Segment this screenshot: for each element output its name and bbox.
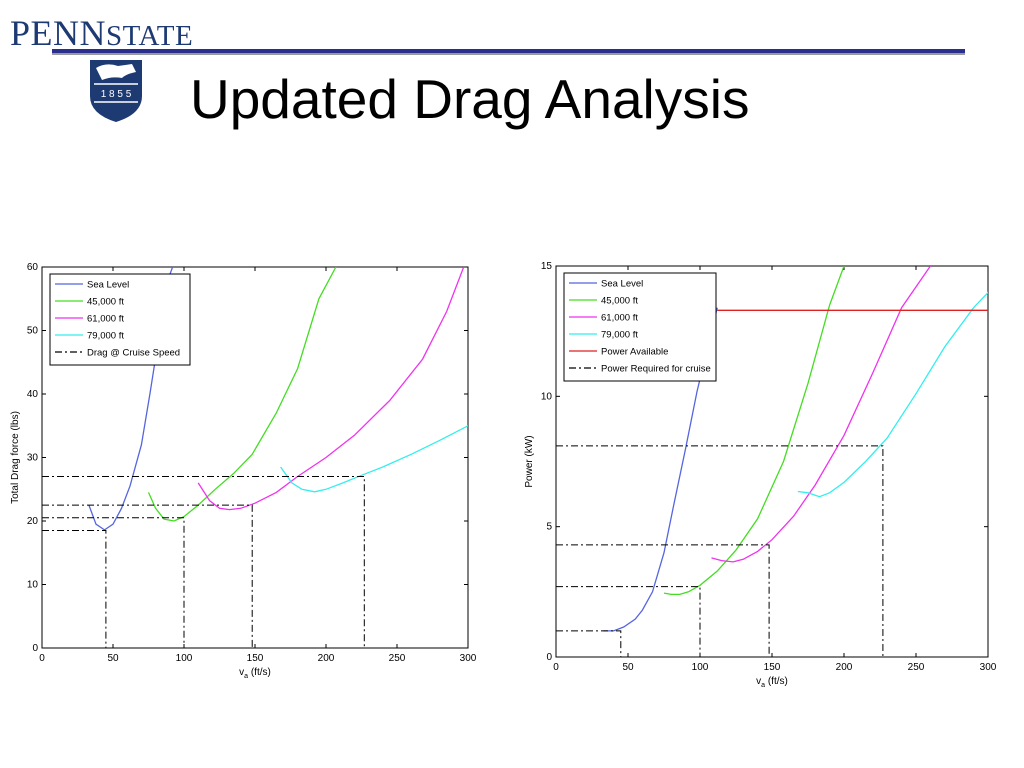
x-tick-label: 300	[980, 662, 997, 673]
x-tick-label: 150	[247, 653, 264, 664]
pennstate-wordmark: PENNSTATE	[10, 13, 194, 53]
legend-label: Power Available	[601, 347, 668, 358]
legend-box	[563, 272, 717, 382]
x-tick-label: 200	[836, 662, 853, 673]
y-tick-label: 0	[546, 652, 552, 663]
y-tick-label: 10	[541, 391, 553, 402]
series-79-000-ft	[797, 291, 988, 498]
x-tick-label: 150	[764, 662, 781, 673]
series-group	[556, 266, 988, 657]
legend-label: Drag @ Cruise Speed	[87, 348, 180, 359]
x-tick-label: 0	[39, 653, 45, 664]
y-tick-label: 0	[32, 643, 38, 654]
series-79-000-ft	[280, 425, 468, 493]
y-tick-label: 10	[27, 580, 39, 591]
series-drag-cruise-speed	[42, 504, 253, 648]
legend: Sea Level 45,000 ft 61,000 ft 79,000 ft Powe…	[563, 272, 717, 382]
y-tick-label: 40	[27, 389, 39, 400]
y-tick-label: 50	[27, 326, 39, 337]
series-power-required-for-cruise	[556, 630, 622, 657]
power-chart-svg: 0 50 100 150 200 250 300 0 5 10 15 va (ft/s) Power (…	[524, 261, 997, 689]
legend-label: 79,000 ft	[87, 331, 124, 342]
y-tick-label: 60	[27, 262, 39, 273]
series-power-required-for-cruise	[556, 544, 770, 657]
header-rule	[52, 49, 965, 53]
legend-label: 45,000 ft	[601, 296, 638, 307]
slide-title: Updated Drag Analysis	[190, 68, 750, 130]
seal-year: 1 8 5 5	[101, 89, 132, 100]
series-sea-level	[603, 307, 718, 632]
x-tick-label: 250	[389, 653, 406, 664]
x-axis-label: va (ft/s)	[239, 667, 271, 680]
x-tick-label: 0	[553, 662, 559, 673]
legend-label: 61,000 ft	[87, 314, 124, 325]
drag-chart-svg: 0 50 100 150 200 250 300 0 10 20 30 40 50 60 va (ft/s)…	[10, 262, 477, 680]
series-61-000-ft	[711, 266, 931, 563]
series-61-000-ft	[197, 267, 465, 511]
university-seal-icon: 1 8 5 5	[90, 60, 142, 122]
series-power-required-for-cruise	[556, 586, 701, 657]
legend-label: Sea Level	[87, 280, 129, 291]
legend-label: Sea Level	[601, 279, 643, 290]
legend-label: 79,000 ft	[601, 330, 638, 341]
x-tick-label: 50	[622, 662, 634, 673]
series-drag-cruise-speed	[42, 476, 365, 648]
series-45-000-ft	[147, 267, 337, 522]
legend-label: 61,000 ft	[601, 313, 638, 324]
power-chart: 0 50 100 150 200 250 300 0 5 10 15 va (ft/s) Power (…	[520, 250, 1000, 690]
y-tick-label: 30	[27, 453, 39, 464]
x-tick-label: 300	[460, 653, 477, 664]
x-tick-label: 200	[318, 653, 335, 664]
series-drag-cruise-speed	[42, 530, 107, 648]
x-tick-label: 100	[176, 653, 193, 664]
x-tick-label: 250	[908, 662, 925, 673]
series-power-required-for-cruise	[556, 445, 884, 657]
series-drag-cruise-speed	[42, 517, 185, 648]
legend-label: 45,000 ft	[87, 297, 124, 308]
x-tick-label: 100	[692, 662, 709, 673]
y-tick-label: 15	[541, 261, 553, 272]
y-tick-label: 5	[546, 522, 552, 533]
y-axis-label: Total Drag force (lbs)	[10, 411, 21, 504]
drag-chart: 0 50 100 150 200 250 300 0 10 20 30 40 50 60 va (ft/s)…	[8, 250, 488, 690]
x-axis-label: va (ft/s)	[756, 676, 788, 689]
legend-box	[49, 273, 191, 366]
legend: Sea Level 45,000 ft 61,000 ft 79,000 ft Drag…	[49, 273, 191, 366]
x-tick-label: 50	[107, 653, 119, 664]
legend-label: Power Required for cruise	[601, 364, 711, 375]
y-tick-label: 20	[27, 516, 39, 527]
y-axis-label: Power (kW)	[524, 435, 535, 487]
